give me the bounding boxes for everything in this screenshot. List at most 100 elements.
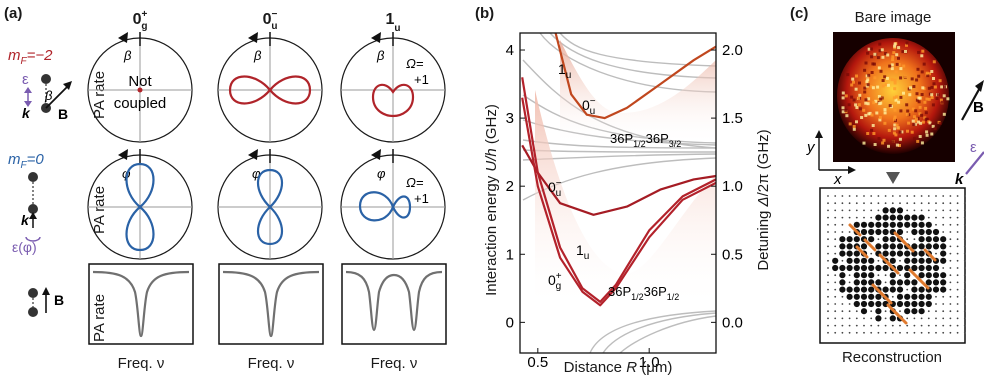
occupied-site — [940, 272, 947, 279]
empty-site — [956, 245, 959, 248]
empty-site — [956, 303, 959, 305]
speckle-pixel — [895, 53, 899, 57]
empty-site — [877, 331, 880, 334]
speckle-pixel — [935, 97, 939, 100]
occupied-site — [860, 293, 868, 300]
empty-site — [827, 231, 829, 233]
speckle-pixel — [884, 83, 888, 86]
occupied-site — [918, 300, 925, 308]
empty-site — [899, 310, 901, 313]
empty-site — [913, 238, 916, 241]
empty-site — [870, 310, 873, 313]
speckle-pixel — [879, 97, 883, 101]
empty-site — [956, 238, 959, 241]
speckle-pixel — [930, 70, 934, 73]
occupied-site — [911, 221, 918, 228]
polar-plot-row1-col3: β Ω= +1 — [340, 32, 446, 143]
empty-site — [920, 324, 923, 327]
b-field-arrow-icon — [45, 83, 71, 109]
speckle-pixel — [892, 96, 896, 100]
speckle-pixel — [927, 97, 931, 101]
empty-site — [834, 310, 837, 313]
speckle-pixel — [925, 71, 929, 75]
empty-site — [841, 303, 844, 305]
empty-site — [848, 209, 851, 212]
speckle-pixel — [878, 116, 882, 120]
empty-site — [863, 331, 865, 334]
speckle-pixel — [899, 109, 903, 113]
empty-site — [963, 331, 966, 334]
empty-site — [848, 202, 851, 205]
b-field-label: B — [58, 106, 68, 122]
empty-site — [834, 195, 837, 197]
empty-site — [963, 209, 966, 212]
empty-site — [956, 195, 959, 197]
speckle-pixel — [940, 100, 944, 104]
speckle-pixel — [892, 51, 896, 55]
speckle-pixel — [917, 50, 921, 54]
occupied-site — [940, 286, 947, 293]
speckle-pixel — [864, 98, 868, 102]
speckle-pixel — [905, 103, 909, 107]
column-title-0g: 0+ g — [133, 9, 148, 32]
empty-site — [827, 331, 829, 334]
series-line — [521, 77, 717, 303]
occupied-site — [896, 293, 904, 300]
empty-site — [899, 259, 901, 262]
empty-site — [855, 310, 858, 313]
occupied-site — [860, 279, 868, 286]
polar-curve-blue — [358, 191, 412, 222]
empty-site — [949, 274, 952, 277]
occupied-site — [868, 272, 875, 279]
empty-site — [906, 231, 909, 233]
pair-highlight — [855, 245, 869, 259]
occupied-site — [932, 236, 940, 243]
empty-site — [935, 209, 937, 212]
empty-site — [841, 231, 844, 233]
speckle-pixel — [893, 123, 897, 127]
occupied-site — [860, 264, 868, 272]
speckle-pixel — [864, 113, 868, 117]
speckle-pixel — [895, 95, 899, 99]
empty-site — [956, 274, 959, 277]
speckle-pixel — [898, 144, 901, 147]
spectrum-box-col3 — [341, 263, 447, 345]
x-ticks: 0.5 1.0 — [527, 348, 660, 371]
beta-symbol: β — [123, 48, 132, 63]
empty-site — [848, 303, 851, 305]
speckle-pixel — [857, 103, 861, 107]
empty-site — [935, 324, 937, 327]
occupied-site — [846, 264, 853, 272]
occupied-site — [932, 279, 940, 286]
speckle-pixel — [883, 121, 887, 125]
empty-site — [834, 223, 837, 226]
empty-site — [899, 331, 901, 334]
k-arrow-icon — [965, 151, 984, 175]
speckle-pixel — [884, 52, 888, 56]
occupied-site — [896, 214, 904, 221]
empty-site — [906, 202, 909, 205]
empty-site — [963, 267, 966, 269]
empty-site — [827, 274, 829, 277]
occupied-site — [918, 272, 925, 279]
empty-site — [891, 202, 894, 205]
occupied-site — [875, 243, 882, 250]
occupied-site — [918, 257, 925, 264]
speckle-pixel — [942, 94, 946, 98]
empty-site — [927, 216, 930, 219]
occupied-site — [911, 228, 918, 236]
occupied-site — [925, 236, 932, 243]
y-tick-label: 2 — [506, 178, 514, 195]
empty-site — [891, 195, 894, 197]
rotation-arrow-icon — [25, 236, 41, 242]
speckle-pixel — [938, 79, 942, 83]
speckle-pixel — [914, 119, 918, 123]
empty-site — [949, 231, 952, 233]
empty-site — [855, 324, 858, 327]
empty-site — [942, 195, 945, 197]
speckle-pixel — [877, 137, 881, 140]
speckle-pixel — [881, 79, 885, 82]
series-layer — [521, 32, 717, 307]
speckle-pixel — [873, 76, 877, 80]
occupied-site — [904, 272, 911, 279]
